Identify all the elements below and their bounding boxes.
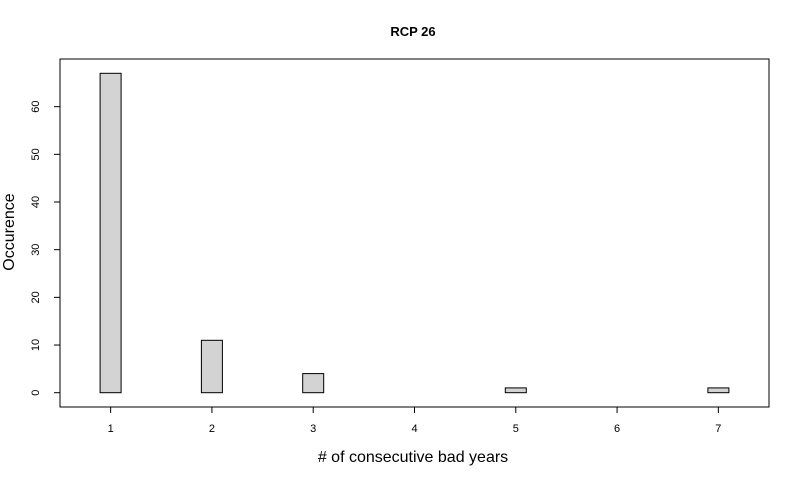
y-tick-label: 30 — [30, 244, 42, 256]
x-tick-label: 3 — [310, 423, 316, 435]
x-tick-label: 1 — [108, 423, 114, 435]
y-axis-label: Occurence — [1, 193, 18, 270]
x-axis: 1 2 3 4 5 6 7 — [108, 406, 721, 435]
y-tick-label: 0 — [30, 390, 42, 396]
bars — [99, 72, 730, 394]
y-tick-label: 50 — [30, 148, 42, 160]
y-axis: 0 10 20 30 40 50 60 — [30, 101, 61, 396]
bar-7 — [707, 387, 730, 394]
y-tick-label: 20 — [30, 291, 42, 303]
x-tick-label: 2 — [209, 423, 215, 435]
y-tick-label: 40 — [30, 196, 42, 208]
y-tick-label: 60 — [30, 101, 42, 113]
x-tick-label: 6 — [614, 423, 620, 435]
y-tick-label: 10 — [30, 339, 42, 351]
x-tick-label: 4 — [411, 423, 417, 435]
chart-title: RCP 26 — [390, 24, 435, 39]
x-tick-label: 7 — [715, 423, 721, 435]
x-tick-label: 5 — [513, 423, 519, 435]
plot-area-frame — [59, 58, 770, 408]
bar-3 — [302, 373, 325, 394]
bar-5 — [504, 387, 527, 394]
x-axis-label: # of consecutive bad years — [318, 449, 508, 466]
bar-1 — [99, 72, 122, 394]
bar-2 — [200, 339, 223, 394]
